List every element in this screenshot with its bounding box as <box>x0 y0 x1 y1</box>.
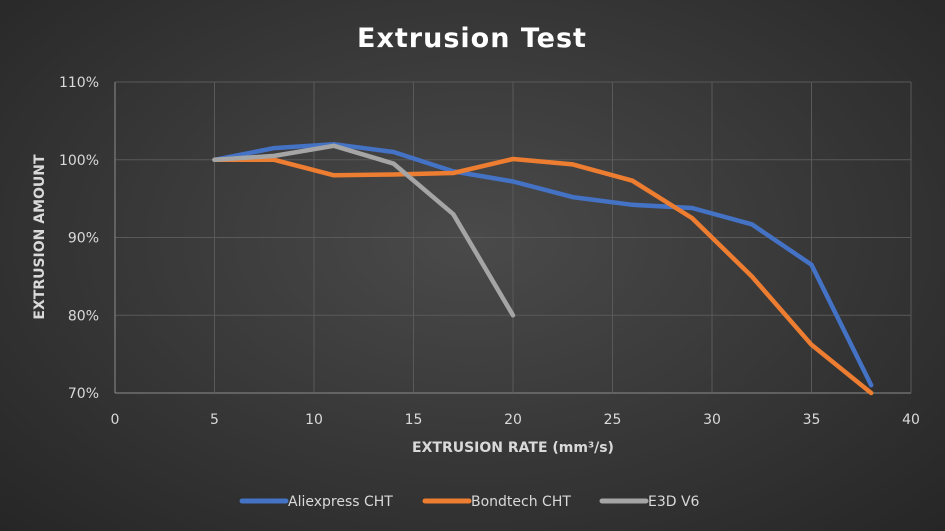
y-tick-label: 80% <box>68 308 99 324</box>
x-tick-label: 35 <box>803 412 821 428</box>
tick-labels: 70% 80% 90% 100% 110% 0 5 10 15 20 25 30 35 40 <box>59 75 920 428</box>
x-tick-label: 20 <box>504 412 522 428</box>
gridlines <box>114 81 912 394</box>
x-tick-label: 25 <box>604 412 622 428</box>
y-tick-label: 90% <box>68 231 99 247</box>
y-axis-title: EXTRUSION AMOUNT <box>32 154 48 320</box>
legend-label-bondtech-cht: Bondtech CHT <box>471 494 571 510</box>
x-tick-label: 5 <box>210 412 219 428</box>
y-tick-label: 100% <box>59 153 99 169</box>
series-line-aliexpress-cht <box>212 141 874 388</box>
x-tick-label: 0 <box>111 412 120 428</box>
legend-label-aliexpress-cht: Aliexpress CHT <box>288 494 393 510</box>
y-tick-label: 110% <box>59 75 99 91</box>
x-tick-label: 15 <box>405 412 423 428</box>
x-tick-label: 40 <box>902 412 920 428</box>
series-lines <box>212 141 874 396</box>
y-tick-label: 70% <box>68 386 99 402</box>
series-line-e3d-v6 <box>212 143 516 318</box>
x-axis-title: EXTRUSION RATE (mm³/s) <box>412 440 614 456</box>
legend: Aliexpress CHT Bondtech CHT E3D V6 <box>239 494 700 510</box>
x-tick-label: 10 <box>305 412 323 428</box>
chart-title: Extrusion Test <box>357 23 587 54</box>
series-line-bondtech-cht <box>212 156 874 396</box>
legend-label-e3d-v6: E3D V6 <box>648 494 700 510</box>
x-tick-label: 30 <box>703 412 721 428</box>
